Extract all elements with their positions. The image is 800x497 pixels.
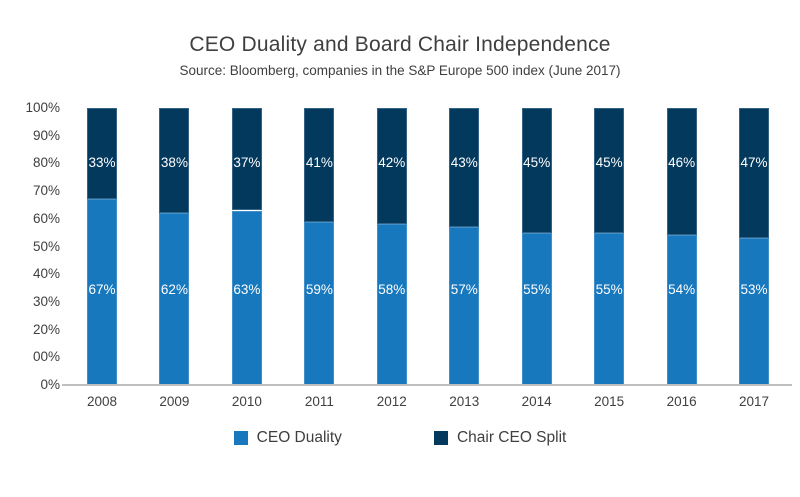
bar-label-chair-ceo-split: 46% — [668, 155, 696, 170]
bar-2012: 42% 58% — [376, 108, 407, 385]
x-tick-label: 2017 — [739, 394, 770, 409]
x-axis-line — [62, 384, 792, 386]
y-tick-label: 20% — [32, 321, 60, 337]
bar-label-chair-ceo-split: 47% — [740, 155, 768, 170]
bar-label-chair-ceo-split: 38% — [160, 155, 188, 170]
y-tick-label: 70% — [32, 183, 60, 199]
y-tick-label: 90% — [32, 127, 60, 143]
chart-subtitle: Source: Bloomberg, companies in the S&P … — [179, 63, 621, 78]
bar-segment-ceo-duality — [739, 238, 770, 385]
y-tick-label: 40% — [32, 266, 60, 282]
bar-segment-ceo-duality — [449, 227, 480, 385]
bar-2014: 45% 55% — [521, 108, 552, 385]
bar-segment-chair-ceo-split — [304, 108, 335, 222]
bar-label-chair-ceo-split: 33% — [88, 155, 116, 170]
bar-2013: 43% 57% — [449, 108, 480, 385]
y-tick-label: 0% — [40, 377, 60, 392]
bar-segment-chair-ceo-split — [87, 108, 117, 200]
bar-label-chair-ceo-split: 37% — [233, 155, 261, 170]
bar-segment-chair-ceo-split — [231, 108, 262, 211]
y-tick-label: 100% — [25, 100, 60, 115]
bar-segment-ceo-duality — [231, 210, 262, 385]
bar-segment-ceo-duality — [304, 221, 335, 385]
legend-swatch-chair-ceo-split — [433, 431, 448, 445]
bar-label-ceo-duality: 62% — [160, 282, 188, 297]
x-tick-label: 2016 — [666, 394, 697, 409]
y-tick-label: 50% — [32, 238, 60, 254]
bar-segment-ceo-duality — [521, 232, 552, 385]
chart-title: CEO Duality and Board Chair Independence — [189, 33, 611, 56]
x-tick-label: 2012 — [376, 394, 407, 409]
bar-label-ceo-duality: 67% — [88, 282, 116, 297]
bar-label-ceo-duality: 63% — [233, 282, 261, 297]
bar-segment-chair-ceo-split — [666, 108, 697, 236]
plot-area: 33% 67% 38% 62% 37% 63% 41% 59% 42% 58% 43% 57% 45% 5… — [65, 108, 790, 385]
bar-2015: 45% 55% — [594, 108, 625, 385]
x-tick-label: 2015 — [594, 394, 625, 409]
bar-segment-ceo-duality — [594, 232, 625, 385]
y-tick-label: 60% — [32, 210, 60, 226]
y-axis: 100% 90% 80% 70% 60% 50% 40% 30% 20% 00% 0% — [0, 0, 60, 497]
bar-label-ceo-duality: 55% — [595, 282, 623, 297]
y-tick-label: 30% — [32, 293, 60, 309]
x-axis: 2008 2009 2010 2011 2012 2013 2014 2015 2016 2017 — [0, 394, 800, 414]
bar-2017: 47% 53% — [739, 108, 770, 385]
bar-label-ceo-duality: 55% — [523, 282, 551, 297]
bar-2009: 38% 62% — [159, 108, 190, 385]
y-tick-label: 80% — [32, 155, 60, 171]
x-tick-label: 2014 — [521, 394, 552, 409]
bar-label-chair-ceo-split: 41% — [305, 155, 333, 170]
legend-item-chair-ceo-split: Chair CEO Split — [433, 429, 567, 447]
legend-item-ceo-duality: CEO Duality — [233, 429, 342, 447]
legend: CEO Duality Chair CEO Split — [0, 429, 800, 447]
bar-segment-chair-ceo-split — [376, 108, 407, 225]
bar-label-chair-ceo-split: 45% — [523, 155, 551, 170]
bar-label-ceo-duality: 54% — [668, 282, 696, 297]
bar-2008: 33% 67% — [87, 108, 117, 385]
bar-2010: 37% 63% — [231, 108, 262, 385]
y-tick-label: 00% — [32, 349, 60, 365]
bar-segment-ceo-duality — [87, 199, 117, 385]
bar-label-ceo-duality: 58% — [378, 282, 406, 297]
legend-swatch-ceo-duality — [233, 431, 248, 445]
bar-label-chair-ceo-split: 45% — [595, 155, 623, 170]
bar-segment-chair-ceo-split — [159, 108, 190, 214]
bar-segment-chair-ceo-split — [449, 108, 480, 228]
bar-segment-chair-ceo-split — [594, 108, 625, 233]
bar-segment-ceo-duality — [376, 224, 407, 385]
bar-label-chair-ceo-split: 42% — [378, 155, 406, 170]
bar-label-ceo-duality: 59% — [305, 282, 333, 297]
x-tick-label: 2009 — [159, 394, 190, 409]
bar-label-ceo-duality: 57% — [450, 282, 478, 297]
bar-2016: 46% 54% — [666, 108, 697, 385]
x-tick-label: 2010 — [231, 394, 262, 409]
bar-2011: 41% 59% — [304, 108, 335, 385]
x-tick-label: 2011 — [304, 394, 334, 409]
bar-segment-ceo-duality — [666, 235, 697, 385]
bar-label-ceo-duality: 53% — [740, 282, 768, 297]
bar-label-chair-ceo-split: 43% — [450, 155, 478, 170]
bar-segment-chair-ceo-split — [739, 108, 770, 239]
x-tick-label: 2008 — [86, 394, 118, 409]
legend-label-chair-ceo-split: Chair CEO Split — [456, 429, 567, 446]
bar-segment-chair-ceo-split — [521, 108, 552, 233]
bar-segment-ceo-duality — [159, 213, 190, 385]
x-tick-label: 2013 — [449, 394, 480, 409]
legend-label-ceo-duality: CEO Duality — [256, 429, 342, 446]
